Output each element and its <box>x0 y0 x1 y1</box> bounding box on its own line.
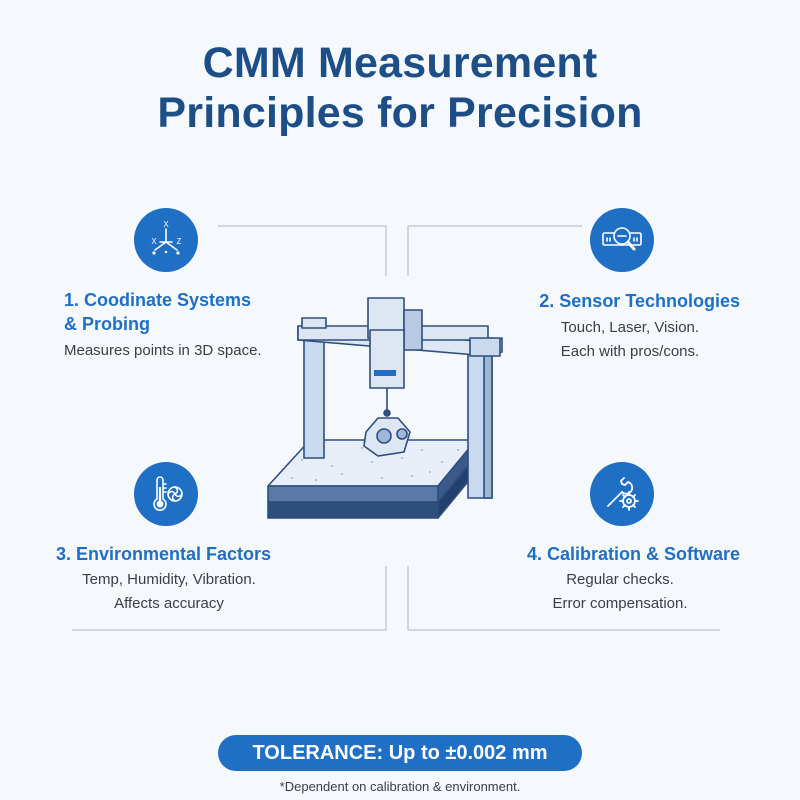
axis-label-top: X <box>163 220 169 229</box>
coordinate-axes-icon: X X Z <box>134 208 198 272</box>
title-line-1: CMM Measurement <box>202 39 598 87</box>
thermometer-icon <box>134 462 198 526</box>
card-2-title: 2. Sensor Technologies <box>539 291 740 311</box>
axis-label-left: X <box>151 237 157 246</box>
magnifier-scan-icon <box>590 208 654 272</box>
card-2-text: Touch, Laser, Vision. Each with pros/con… <box>560 319 700 360</box>
footnote: *Dependent on calibration & environment. <box>279 779 521 794</box>
title-line-2: Principles for Precision <box>157 89 643 137</box>
card-4-text: Regular checks. Error compensation. <box>552 571 688 612</box>
card-3-text: Temp, Humidity, Vibration. Affects accur… <box>82 571 256 612</box>
tolerance-badge: TOLERANCE: Up to ±0.002 mm <box>218 735 582 771</box>
card-1-title: 1. Coodinate Systems & Probing <box>64 290 252 334</box>
card-1-text: Measures points in 3D space. <box>64 342 262 359</box>
card-3-title: 3. Environmental Factors <box>56 544 272 564</box>
cmm-machine-illustration <box>267 297 503 519</box>
page-title: CMM Measurement Principles for Precision <box>0 38 800 138</box>
axis-label-right: Z <box>177 237 182 246</box>
wrench-gear-icon <box>590 462 654 526</box>
card-4-title: 4. Calibration & Software <box>526 544 740 564</box>
